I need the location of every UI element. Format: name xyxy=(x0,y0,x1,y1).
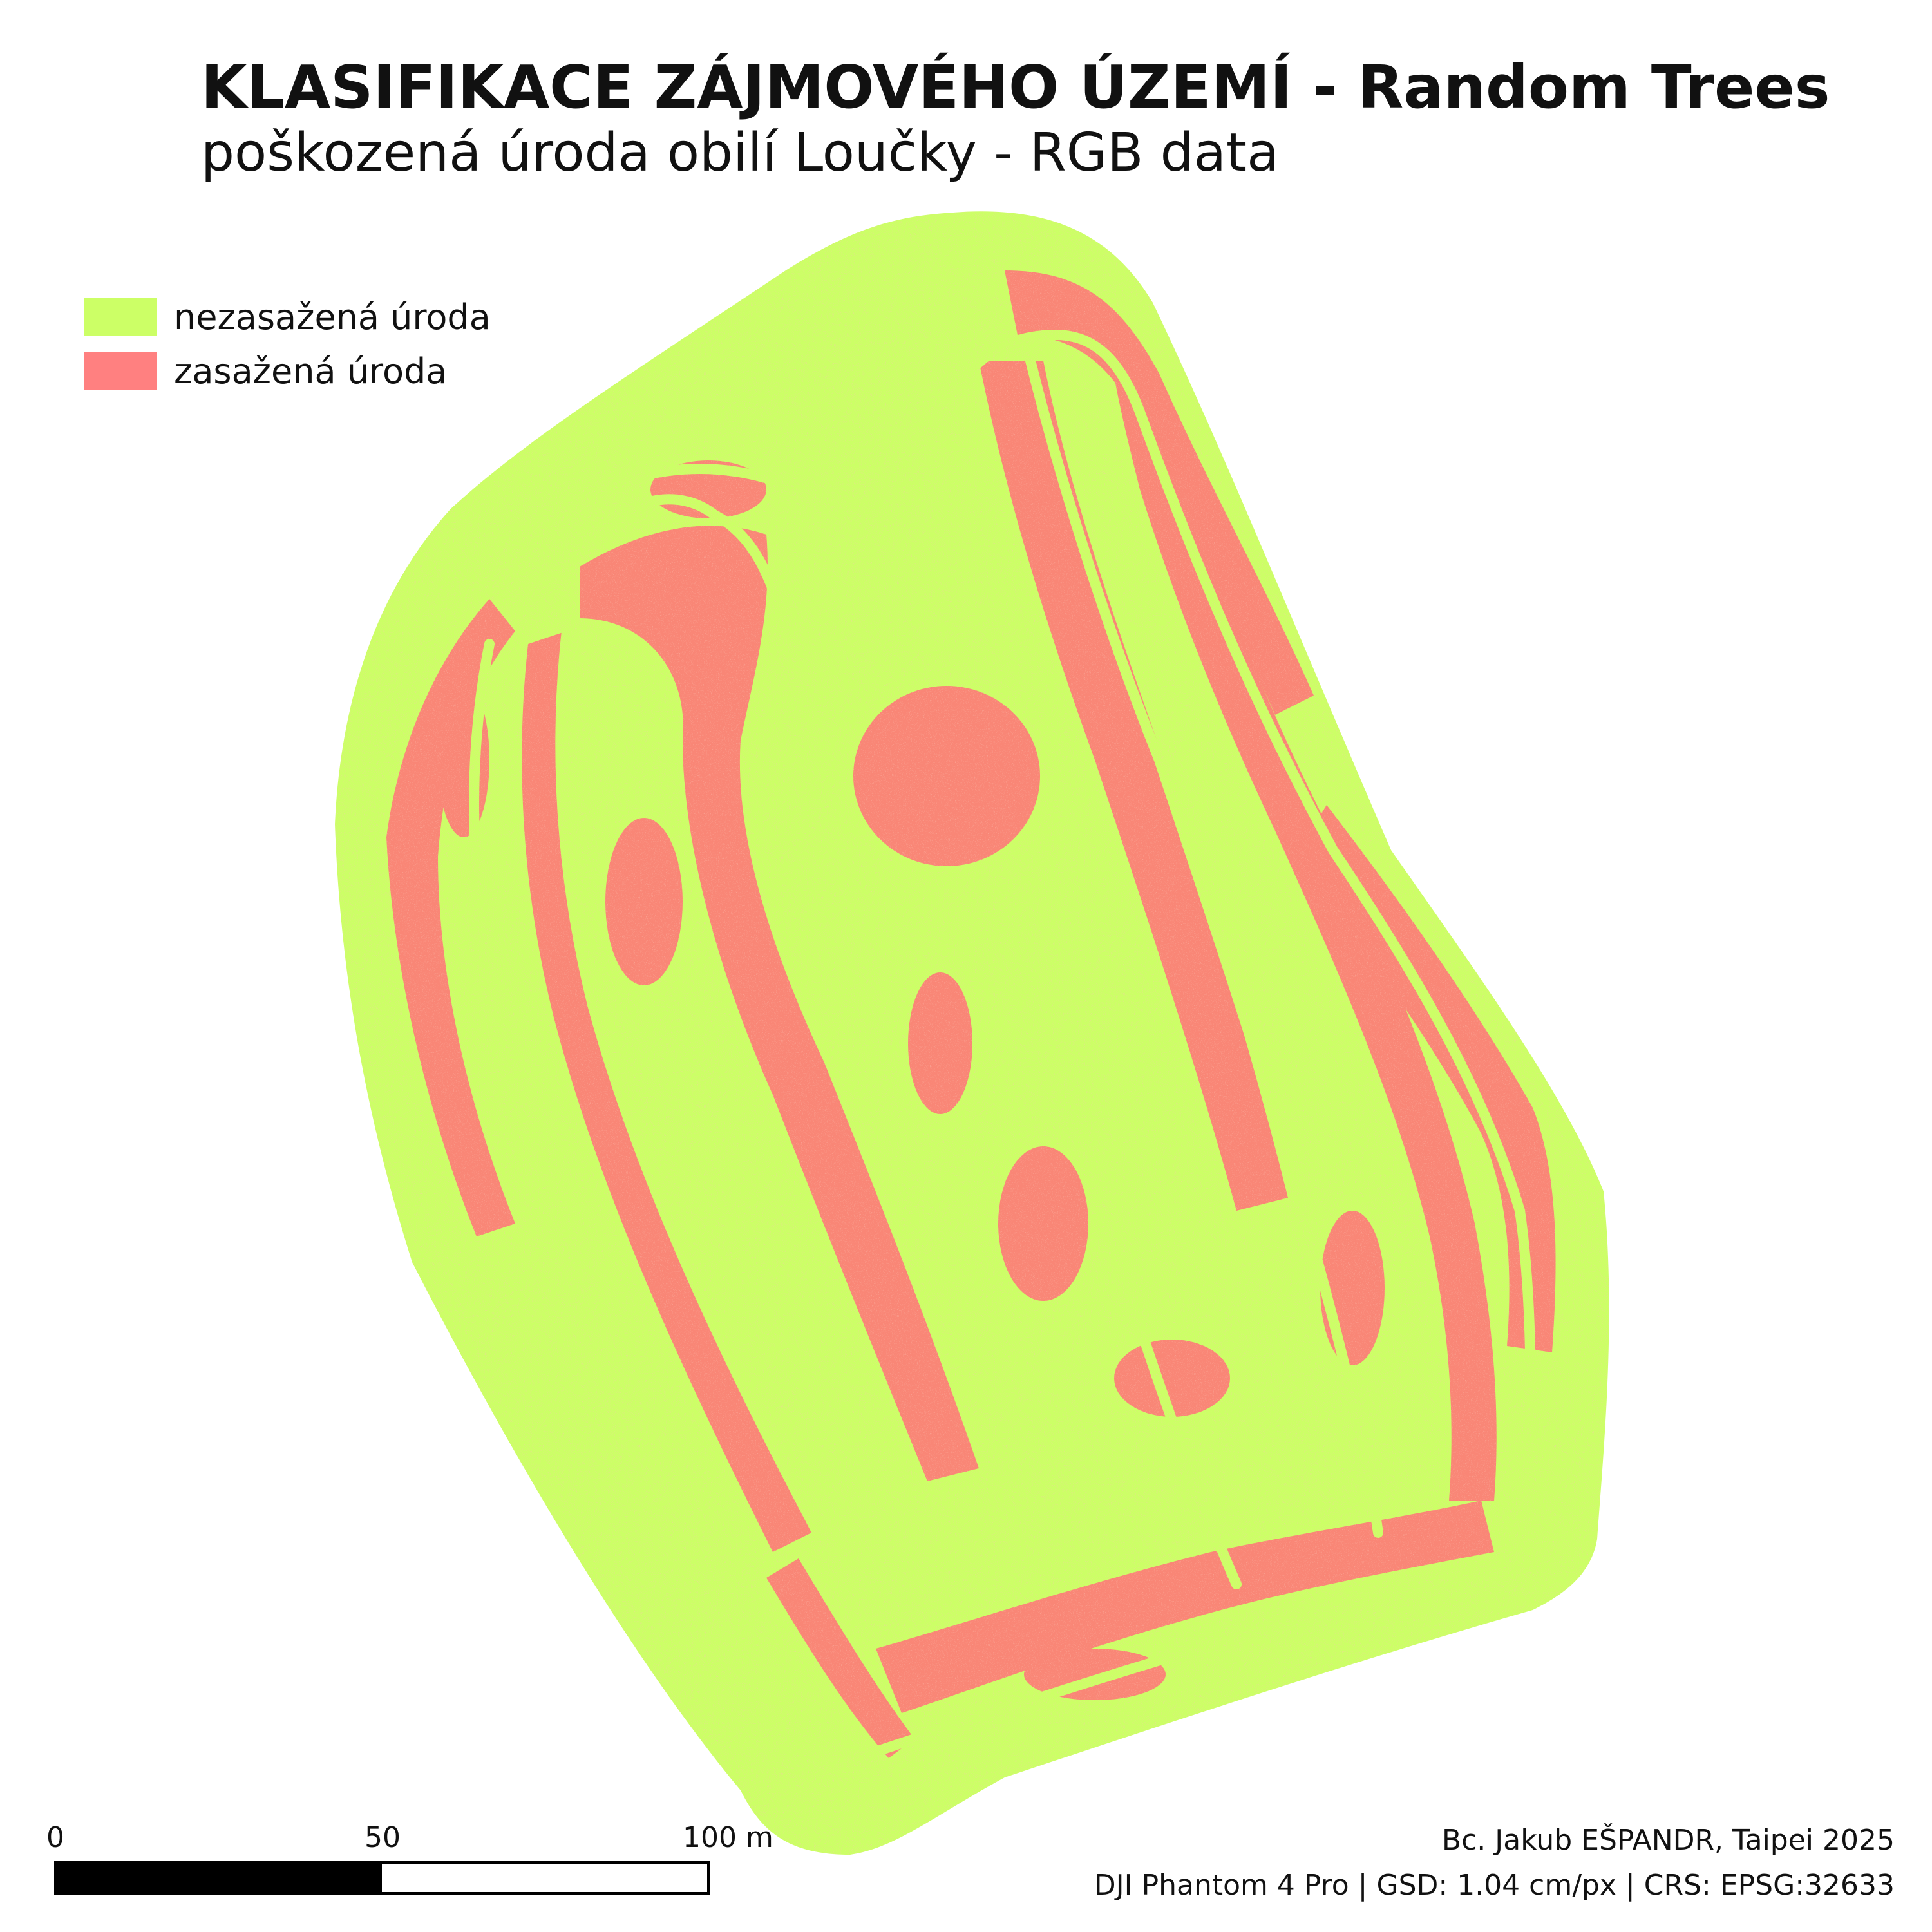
map-title: KLASIFIKACE ZÁJMOVÉHO ÚZEMÍ - Random Tre… xyxy=(201,53,1830,122)
scale-segment-black xyxy=(57,1864,382,1892)
legend-item-damaged: zasažená úroda xyxy=(84,350,448,392)
map-subtitle: poškozená úroda obilí Loučky - RGB data xyxy=(201,122,1280,184)
field-classification xyxy=(335,211,1609,1855)
scale-label-start: 0 xyxy=(46,1821,64,1854)
credit-author: Bc. Jakub EŠPANDR, Taipei 2025 xyxy=(1441,1824,1895,1857)
credit-metadata: DJI Phantom 4 Pro | GSD: 1.04 cm/px | CR… xyxy=(1094,1869,1895,1902)
legend-item-healthy: nezasažená úroda xyxy=(84,296,491,337)
legend-label-damaged: zasažená úroda xyxy=(174,350,448,392)
field-speckle-texture xyxy=(335,211,1609,1855)
legend-label-healthy: nezasažená úroda xyxy=(174,296,491,337)
scale-label-mid: 50 xyxy=(365,1821,401,1854)
scale-bar xyxy=(54,1861,710,1895)
legend-swatch-damaged xyxy=(84,352,157,390)
scale-segment-white xyxy=(382,1864,707,1892)
legend-swatch-healthy xyxy=(84,298,157,336)
scale-label-end: 100 m xyxy=(683,1821,773,1854)
